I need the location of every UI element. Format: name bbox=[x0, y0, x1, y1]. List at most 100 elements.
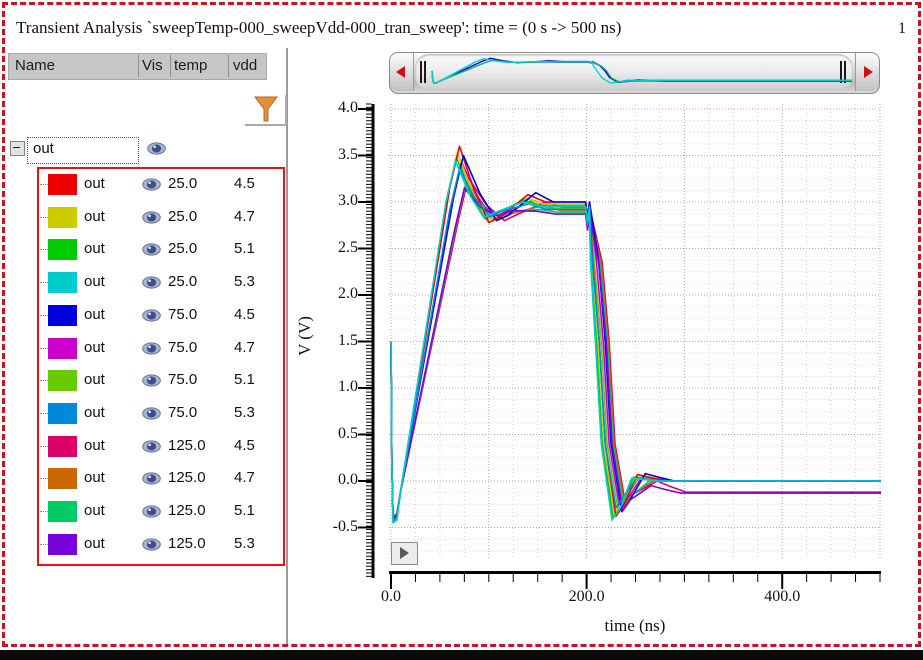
vdd-value: 5.1 bbox=[234, 502, 255, 519]
visibility-eye-icon[interactable] bbox=[142, 440, 161, 453]
y-tick-label: -0.5 bbox=[332, 517, 358, 535]
signal-row[interactable]: out 75.0 5.3 bbox=[38, 398, 280, 430]
visibility-eye-icon[interactable] bbox=[142, 178, 161, 191]
tree-branch bbox=[40, 184, 48, 185]
trace-color-swatch bbox=[48, 403, 77, 424]
y-tick-label: 3.0 bbox=[338, 192, 358, 209]
column-vis: Vis bbox=[142, 57, 163, 74]
vdd-value: 5.3 bbox=[234, 273, 255, 290]
y-axis-label: V (V) bbox=[295, 316, 314, 356]
y-tick-label: 1.0 bbox=[338, 378, 358, 395]
visibility-eye-icon[interactable] bbox=[142, 472, 161, 485]
signal-name: out bbox=[84, 535, 105, 552]
signal-row[interactable]: out 25.0 5.1 bbox=[38, 234, 280, 266]
y-tick-label: 2.5 bbox=[338, 238, 358, 256]
tree-branch bbox=[40, 446, 48, 447]
signal-row[interactable]: out 75.0 5.1 bbox=[38, 365, 280, 397]
panel-divider[interactable] bbox=[286, 48, 288, 644]
visibility-eye-icon[interactable] bbox=[142, 505, 161, 518]
column-separator[interactable] bbox=[228, 55, 229, 77]
signal-row[interactable]: out 125.0 5.1 bbox=[38, 496, 280, 528]
trace-color-swatch bbox=[48, 174, 77, 195]
vdd-value: 4.7 bbox=[234, 339, 255, 356]
play-strip-button[interactable] bbox=[391, 542, 418, 565]
vdd-value: 4.5 bbox=[234, 175, 255, 192]
trace-color-swatch bbox=[48, 239, 77, 260]
signal-row[interactable]: out 125.0 4.5 bbox=[38, 431, 280, 463]
scroll-left-button[interactable] bbox=[390, 53, 414, 91]
y-tick-label: 3.5 bbox=[338, 145, 358, 163]
vdd-value: 5.3 bbox=[234, 404, 255, 421]
vdd-value: 5.1 bbox=[234, 371, 255, 388]
visibility-eye-icon[interactable] bbox=[142, 243, 161, 256]
tree-branch bbox=[40, 249, 48, 250]
tree-branch bbox=[40, 380, 48, 381]
visibility-eye-icon[interactable] bbox=[142, 374, 161, 387]
visibility-eye-icon[interactable] bbox=[142, 211, 161, 224]
time-pan-scrollbar[interactable] bbox=[389, 52, 880, 94]
signal-name: out bbox=[84, 502, 105, 519]
column-name: Name bbox=[15, 57, 56, 74]
visibility-eye-icon[interactable] bbox=[142, 538, 161, 551]
visibility-eye-icon[interactable] bbox=[142, 407, 161, 420]
signal-name: out bbox=[84, 273, 105, 290]
temp-value: 75.0 bbox=[168, 404, 198, 421]
scroll-right-button[interactable] bbox=[855, 53, 879, 91]
page-number: 1 bbox=[898, 20, 906, 37]
tree-branch bbox=[40, 413, 48, 414]
temp-value: 25.0 bbox=[168, 273, 198, 290]
signal-row[interactable]: out 25.0 4.7 bbox=[38, 202, 280, 234]
visibility-eye-icon[interactable] bbox=[142, 309, 161, 322]
y-tick-label: 2.0 bbox=[338, 285, 358, 302]
column-vdd: vdd bbox=[233, 57, 258, 74]
range-handle-right[interactable] bbox=[839, 61, 848, 83]
filter-funnel-icon[interactable] bbox=[245, 94, 289, 135]
tree-collapse-icon[interactable] bbox=[10, 141, 25, 156]
temp-value: 125.0 bbox=[168, 469, 206, 486]
visibility-eye-icon[interactable] bbox=[142, 342, 161, 355]
signal-name: out bbox=[84, 175, 105, 192]
signal-row[interactable]: out 125.0 4.7 bbox=[38, 463, 280, 495]
vdd-value: 5.1 bbox=[234, 240, 255, 257]
temp-value: 25.0 bbox=[168, 208, 198, 225]
trace-color-swatch bbox=[48, 436, 77, 457]
tree-branch bbox=[40, 511, 48, 512]
plot-title: Transient Analysis `sweepTemp-000_sweepV… bbox=[16, 18, 622, 37]
column-temp: temp bbox=[174, 57, 208, 74]
tree-branch bbox=[40, 315, 48, 316]
y-tick-label: 1.5 bbox=[338, 331, 358, 349]
column-separator[interactable] bbox=[138, 55, 139, 77]
signal-row[interactable]: out 25.0 5.3 bbox=[38, 267, 280, 299]
column-separator[interactable] bbox=[170, 55, 171, 77]
signal-row[interactable]: out 125.0 5.3 bbox=[38, 529, 280, 561]
scrollbar-channel[interactable] bbox=[415, 54, 853, 90]
signal-name: out bbox=[84, 371, 105, 388]
y-tick-label: 0.5 bbox=[338, 424, 358, 442]
sweep-group-outline bbox=[37, 167, 285, 566]
visibility-eye-icon[interactable] bbox=[142, 276, 161, 289]
left-arrow-icon bbox=[396, 66, 405, 78]
vdd-value: 4.5 bbox=[234, 306, 255, 323]
trace-color-swatch bbox=[48, 272, 77, 293]
group-visibility-eye-icon[interactable] bbox=[147, 142, 166, 160]
signal-name: out bbox=[84, 208, 105, 225]
temp-value: 75.0 bbox=[168, 306, 198, 323]
signal-name: out bbox=[84, 240, 105, 257]
trace-color-swatch bbox=[48, 501, 77, 522]
temp-value: 125.0 bbox=[168, 437, 206, 454]
temp-value: 125.0 bbox=[168, 535, 206, 552]
trace-color-swatch bbox=[48, 338, 77, 359]
group-signal-name: out bbox=[33, 140, 54, 157]
group-row-focus-rect[interactable] bbox=[27, 137, 139, 164]
signal-row[interactable]: out 75.0 4.5 bbox=[38, 300, 280, 332]
signal-name: out bbox=[84, 437, 105, 454]
tree-branch bbox=[40, 217, 48, 218]
temp-value: 75.0 bbox=[168, 371, 198, 388]
tree-branch bbox=[40, 544, 48, 545]
signal-row[interactable]: out 25.0 4.5 bbox=[38, 169, 280, 201]
vdd-value: 4.7 bbox=[234, 208, 255, 225]
signal-row[interactable]: out 75.0 4.7 bbox=[38, 333, 280, 365]
temp-value: 25.0 bbox=[168, 175, 198, 192]
x-axis-label: time (ns) bbox=[604, 616, 666, 635]
range-handle-left[interactable] bbox=[419, 61, 428, 83]
